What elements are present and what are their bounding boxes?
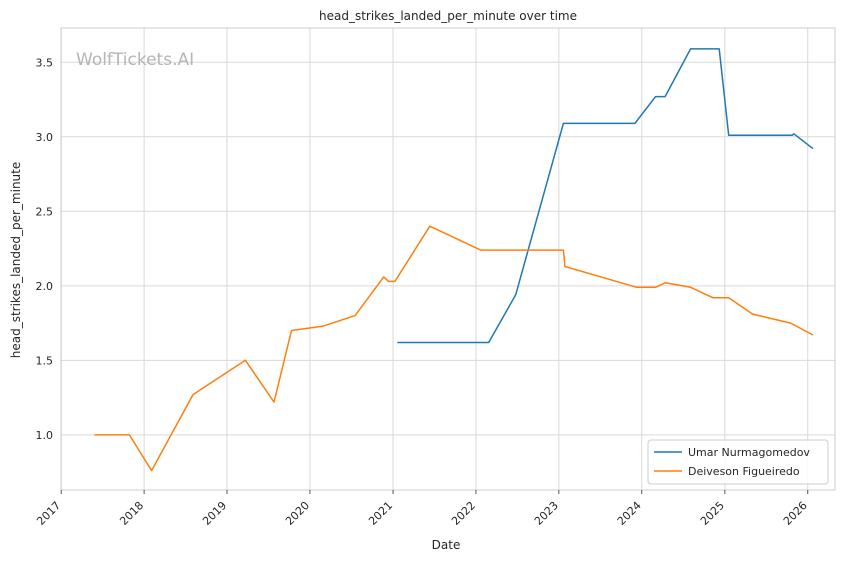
legend-box bbox=[647, 439, 829, 485]
y-axis-title: head_strikes_landed_per_minute bbox=[9, 162, 23, 359]
y-tick-label: 1.0 bbox=[36, 429, 54, 442]
y-tick-label: 2.0 bbox=[36, 280, 54, 293]
y-tick-label: 3.5 bbox=[36, 56, 54, 69]
y-tick-label: 3.0 bbox=[36, 131, 54, 144]
legend: Umar Nurmagomedov Deiveson Figueiredo bbox=[647, 439, 829, 485]
y-tick-label: 2.5 bbox=[36, 205, 54, 218]
series-line-deiveson-figueiredo bbox=[94, 225, 814, 472]
y-axis-ticks: 1.0 1.5 2.0 2.5 3.0 3.5 bbox=[36, 56, 54, 442]
legend-label-deiveson-figueiredo: Deiveson Figueiredo bbox=[688, 465, 800, 478]
chart-title: head_strikes_landed_per_minute over time bbox=[319, 9, 577, 23]
plot-frame bbox=[60, 27, 836, 491]
legend-label-umar-nurmagomedov: Umar Nurmagomedov bbox=[688, 446, 810, 459]
x-axis-title: Date bbox=[432, 538, 461, 552]
series-line-umar-nurmagomedov bbox=[397, 48, 814, 344]
series-layer bbox=[94, 48, 814, 472]
watermark: WolfTickets.AI bbox=[76, 50, 194, 70]
y-tick-label: 1.5 bbox=[36, 354, 54, 367]
